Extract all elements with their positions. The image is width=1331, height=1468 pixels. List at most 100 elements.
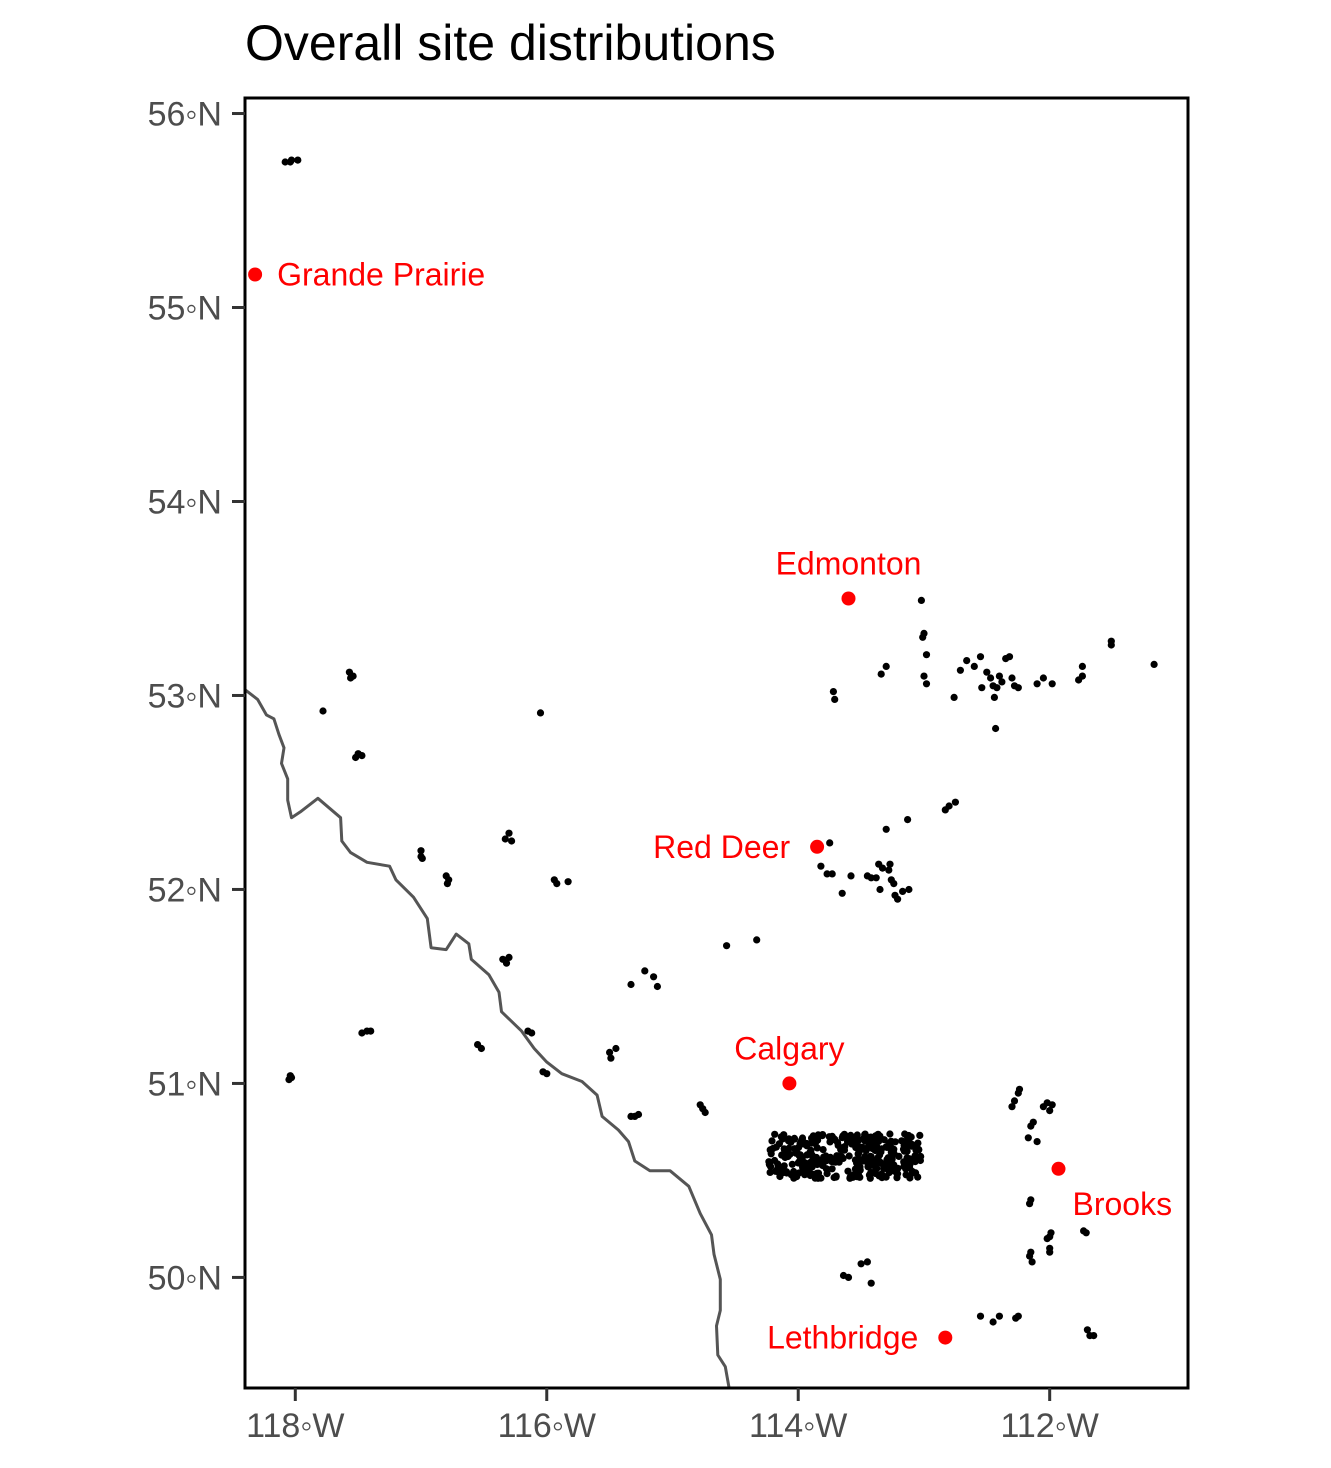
y-tick-label: 54◦N <box>148 484 222 522</box>
site-point <box>832 1173 840 1181</box>
site-point <box>857 1156 865 1164</box>
site-point <box>831 695 839 704</box>
site-point <box>876 885 884 894</box>
site-point <box>553 880 561 888</box>
site-point <box>847 872 855 880</box>
site-point <box>844 1167 852 1175</box>
city-label-lethbridge: Lethbridge <box>767 1320 918 1356</box>
site-point <box>808 1134 816 1142</box>
site-point <box>768 1137 776 1145</box>
site-point <box>867 874 875 882</box>
site-point <box>887 1137 895 1145</box>
city-markers: Grande Prairie Edmonton Red Deer Calgary Bro… <box>248 257 1172 1356</box>
site-point <box>922 651 931 659</box>
site-point <box>367 1027 375 1035</box>
site-point <box>922 680 931 688</box>
site-point <box>819 1146 827 1154</box>
site-point <box>919 633 927 641</box>
site-point <box>631 1112 639 1120</box>
site-point <box>992 724 1000 733</box>
site-point <box>606 1048 614 1056</box>
site-point <box>653 982 662 991</box>
site-point <box>849 1173 857 1181</box>
site-point <box>863 1258 872 1266</box>
site-point <box>920 672 928 680</box>
site-point <box>788 1160 796 1168</box>
site-point <box>502 959 511 967</box>
site-point <box>1024 1134 1032 1142</box>
site-point <box>900 1158 908 1166</box>
site-point <box>856 1173 864 1181</box>
site-point <box>543 1070 551 1078</box>
site-point <box>976 653 985 661</box>
site-point <box>803 1140 811 1148</box>
site-point <box>941 806 949 814</box>
site-point <box>1014 1312 1022 1320</box>
site-point <box>780 1131 788 1139</box>
site-point <box>786 1150 794 1158</box>
site-point <box>1029 1118 1037 1126</box>
site-point <box>900 1141 908 1149</box>
site-point <box>865 1162 873 1170</box>
site-point <box>917 596 926 605</box>
site-point <box>1083 1326 1091 1334</box>
site-point <box>970 662 978 671</box>
site-point <box>879 1172 887 1180</box>
site-point <box>914 1146 923 1154</box>
site-point <box>780 1162 788 1170</box>
site-point <box>508 837 516 845</box>
site-point <box>791 1145 799 1153</box>
site-point <box>1107 641 1115 649</box>
site-point <box>995 1312 1004 1320</box>
city-label-calgary: Calgary <box>734 1030 844 1066</box>
site-point <box>358 1029 366 1037</box>
site-point <box>854 1135 862 1143</box>
site-point <box>1026 1200 1034 1208</box>
site-point <box>872 1142 881 1150</box>
site-point <box>699 1105 707 1113</box>
site-point <box>1015 1085 1024 1093</box>
site-point <box>893 1169 901 1177</box>
site-point <box>801 1171 809 1179</box>
site-point <box>806 1171 814 1180</box>
site-point <box>505 829 513 837</box>
site-point <box>906 1164 914 1172</box>
site-point <box>875 1158 883 1166</box>
site-point <box>870 1137 878 1145</box>
border-line <box>245 688 731 1388</box>
site-point <box>358 752 366 760</box>
site-point <box>352 753 360 762</box>
site-point <box>830 1135 838 1143</box>
city-marker-calgary <box>782 1076 797 1091</box>
site-point <box>806 1149 814 1157</box>
site-point <box>1033 1138 1041 1146</box>
city-marker-edmonton <box>841 591 856 606</box>
site-point <box>798 1136 806 1144</box>
site-point <box>890 880 898 888</box>
site-point <box>1090 1332 1098 1340</box>
y-tick-label: 51◦N <box>148 1065 222 1103</box>
site-point <box>868 1156 876 1164</box>
site-point <box>904 816 912 824</box>
site-point <box>904 1134 912 1142</box>
site-point <box>612 1044 620 1053</box>
site-point <box>885 1169 893 1177</box>
site-point <box>766 1168 774 1176</box>
site-point <box>838 889 846 897</box>
site-point <box>873 1164 881 1172</box>
site-point <box>877 1148 885 1156</box>
site-point <box>1039 674 1047 682</box>
site-point <box>877 670 885 678</box>
site-point <box>1005 653 1014 661</box>
y-tick-label: 53◦N <box>148 678 222 716</box>
city-label-brooks: Brooks <box>1073 1186 1173 1222</box>
site-point <box>776 1168 784 1177</box>
site-point <box>536 709 545 717</box>
site-point <box>650 973 658 981</box>
city-label-grande-prairie: Grande Prairie <box>277 257 485 293</box>
site-point <box>765 1161 774 1169</box>
site-point <box>1010 682 1019 690</box>
site-point <box>848 1140 856 1148</box>
site-point <box>828 870 836 878</box>
site-point <box>862 1147 870 1155</box>
